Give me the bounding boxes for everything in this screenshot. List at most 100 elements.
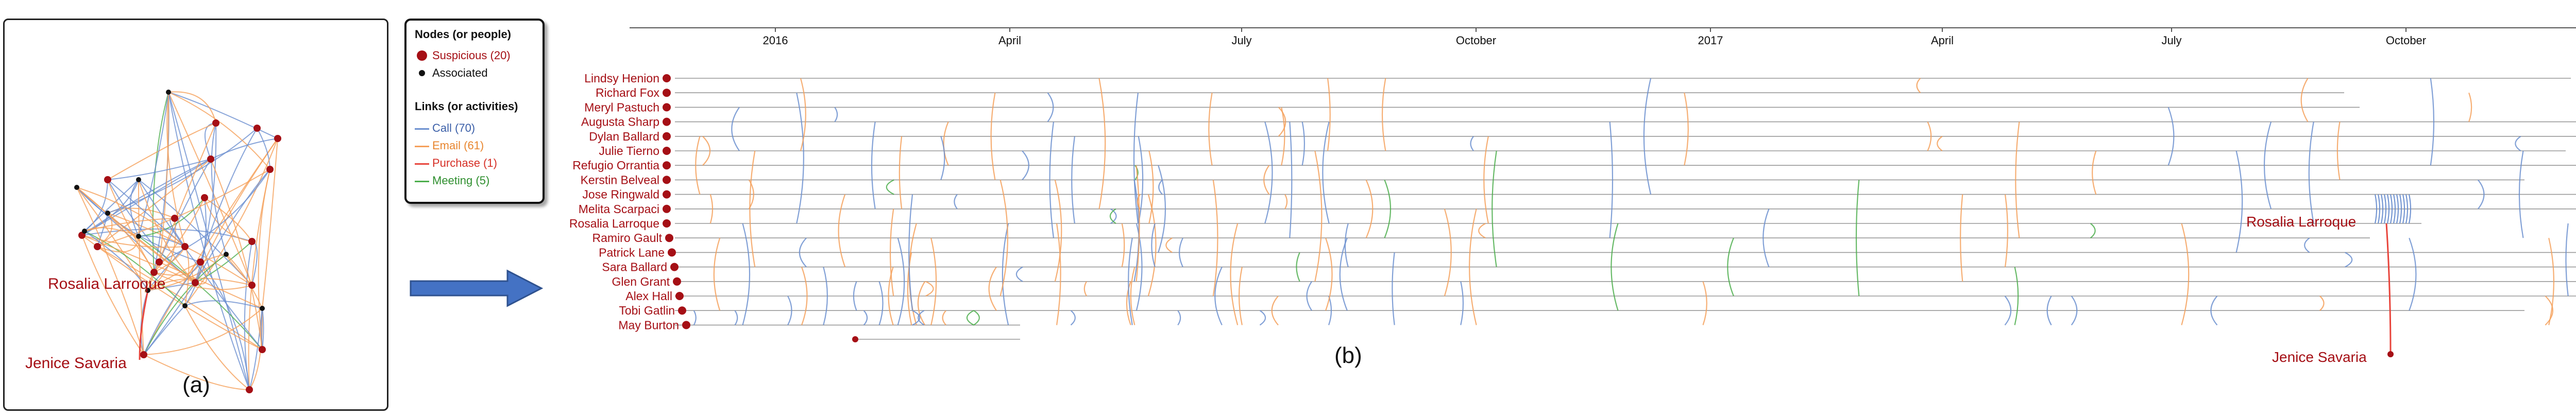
legend-call: Call (70): [432, 121, 476, 134]
suspicious-node: [274, 135, 281, 142]
email-link: [168, 92, 252, 286]
call-link: [76, 187, 201, 263]
call-arc: [1289, 121, 1293, 238]
email-arc: [1136, 165, 1140, 282]
call-link: [184, 300, 263, 309]
email-link: [76, 187, 185, 247]
associated-node: [136, 234, 141, 239]
call-arc: [1110, 208, 1117, 224]
call-arc: [918, 310, 925, 326]
call-link: [168, 92, 278, 139]
suspicious-node: [673, 277, 681, 286]
email-arc: [709, 194, 714, 224]
suspicious-node: [212, 119, 219, 127]
suspicious-node: [668, 248, 676, 257]
call-arc: [1133, 93, 1139, 224]
call-arc: [1609, 121, 1614, 238]
email-arc: [1208, 93, 1213, 166]
call-link: [107, 179, 185, 247]
call-link: [138, 235, 185, 247]
email-arc: [2300, 78, 2309, 123]
associated-node: [182, 303, 188, 308]
call-arc: [912, 310, 921, 326]
call-arc: [2345, 252, 2353, 268]
call-link: [107, 159, 211, 180]
email-arc: [1478, 223, 1486, 239]
email-link: [81, 235, 196, 283]
email-arc: [2468, 92, 2472, 122]
email-arc: [1444, 208, 1452, 297]
panel-a-label: (a): [182, 372, 210, 397]
suspicious-node: [663, 89, 671, 97]
email-line-icon: [415, 146, 429, 147]
email-link: [138, 179, 196, 283]
person-label: May Burton: [618, 318, 679, 332]
email-arc: [1325, 237, 1333, 311]
call-arc: [1460, 281, 1464, 325]
call-arc: [1015, 266, 1023, 282]
call-link: [168, 92, 250, 390]
axis-tick-label: October: [1456, 34, 1496, 47]
call-link: [249, 308, 263, 390]
email-link: [262, 138, 278, 309]
person-label: Lindsy Henion: [584, 72, 659, 85]
suspicious-node: [682, 321, 690, 329]
call-arc: [1214, 267, 1223, 325]
call-arc: [1344, 223, 1349, 267]
email-arc: [1284, 194, 1288, 210]
meeting-line-icon: [415, 181, 429, 182]
meeting-arc: [966, 310, 974, 326]
suspicious-dot-icon: [417, 50, 427, 61]
person-label: Melita Scarpaci: [579, 202, 659, 216]
legend-nodes-title: Nodes (or people): [415, 28, 512, 41]
meeting-link: [143, 254, 227, 355]
email-arc: [1927, 121, 1932, 151]
call-arc: [2390, 194, 2393, 224]
call-arc: [1264, 121, 1273, 224]
email-arc: [1483, 136, 1489, 224]
meeting-link: [138, 197, 205, 237]
meeting-arc: [1611, 223, 1619, 311]
email-link: [147, 254, 227, 291]
associated-node: [82, 229, 87, 234]
email-arc: [899, 136, 903, 209]
call-arc: [1392, 252, 1395, 325]
email-link: [204, 197, 252, 242]
legend-meeting: Meeting (5): [432, 174, 490, 187]
call-arc: [2071, 296, 2078, 326]
axis-tick-label: October: [2386, 34, 2426, 47]
person-label: Julie Tierno: [599, 144, 659, 158]
associated-node: [105, 211, 110, 216]
network-graph: Rosalia Larroque Jenice Savaria: [25, 90, 281, 393]
suspicious-node: [663, 103, 671, 112]
email-link: [97, 246, 263, 350]
email-arc: [1365, 179, 1374, 238]
meeting-arc: [1109, 208, 1116, 224]
suspicious-node: [266, 166, 274, 173]
associated-node: [145, 288, 150, 293]
purchase-link: [139, 290, 149, 360]
panel-b-label: (b): [1334, 343, 1362, 368]
call-arc: [2405, 194, 2408, 224]
purchase-link: [2385, 223, 2392, 354]
email-link: [138, 179, 144, 355]
call-arc: [2409, 237, 2417, 311]
suspicious-node: [197, 258, 204, 266]
call-arc: [1470, 136, 1474, 151]
person-label: Patrick Lane: [599, 246, 665, 259]
email-arc: [800, 78, 806, 151]
call-arc: [2393, 194, 2396, 224]
email-arc: [1230, 223, 1239, 325]
call-arc: [2477, 179, 2485, 210]
call-arc: [2167, 107, 2175, 166]
call-arc: [853, 281, 857, 311]
email-link: [184, 246, 190, 306]
call-arc: [796, 92, 804, 224]
email-link: [249, 308, 263, 390]
email-arc: [990, 93, 996, 180]
associated-node: [74, 185, 79, 190]
call-link: [210, 138, 278, 160]
network-label-rosalia: Rosalia Larroque: [48, 275, 165, 292]
email-link: [76, 187, 144, 355]
axis-tick-label: April: [998, 34, 1021, 47]
